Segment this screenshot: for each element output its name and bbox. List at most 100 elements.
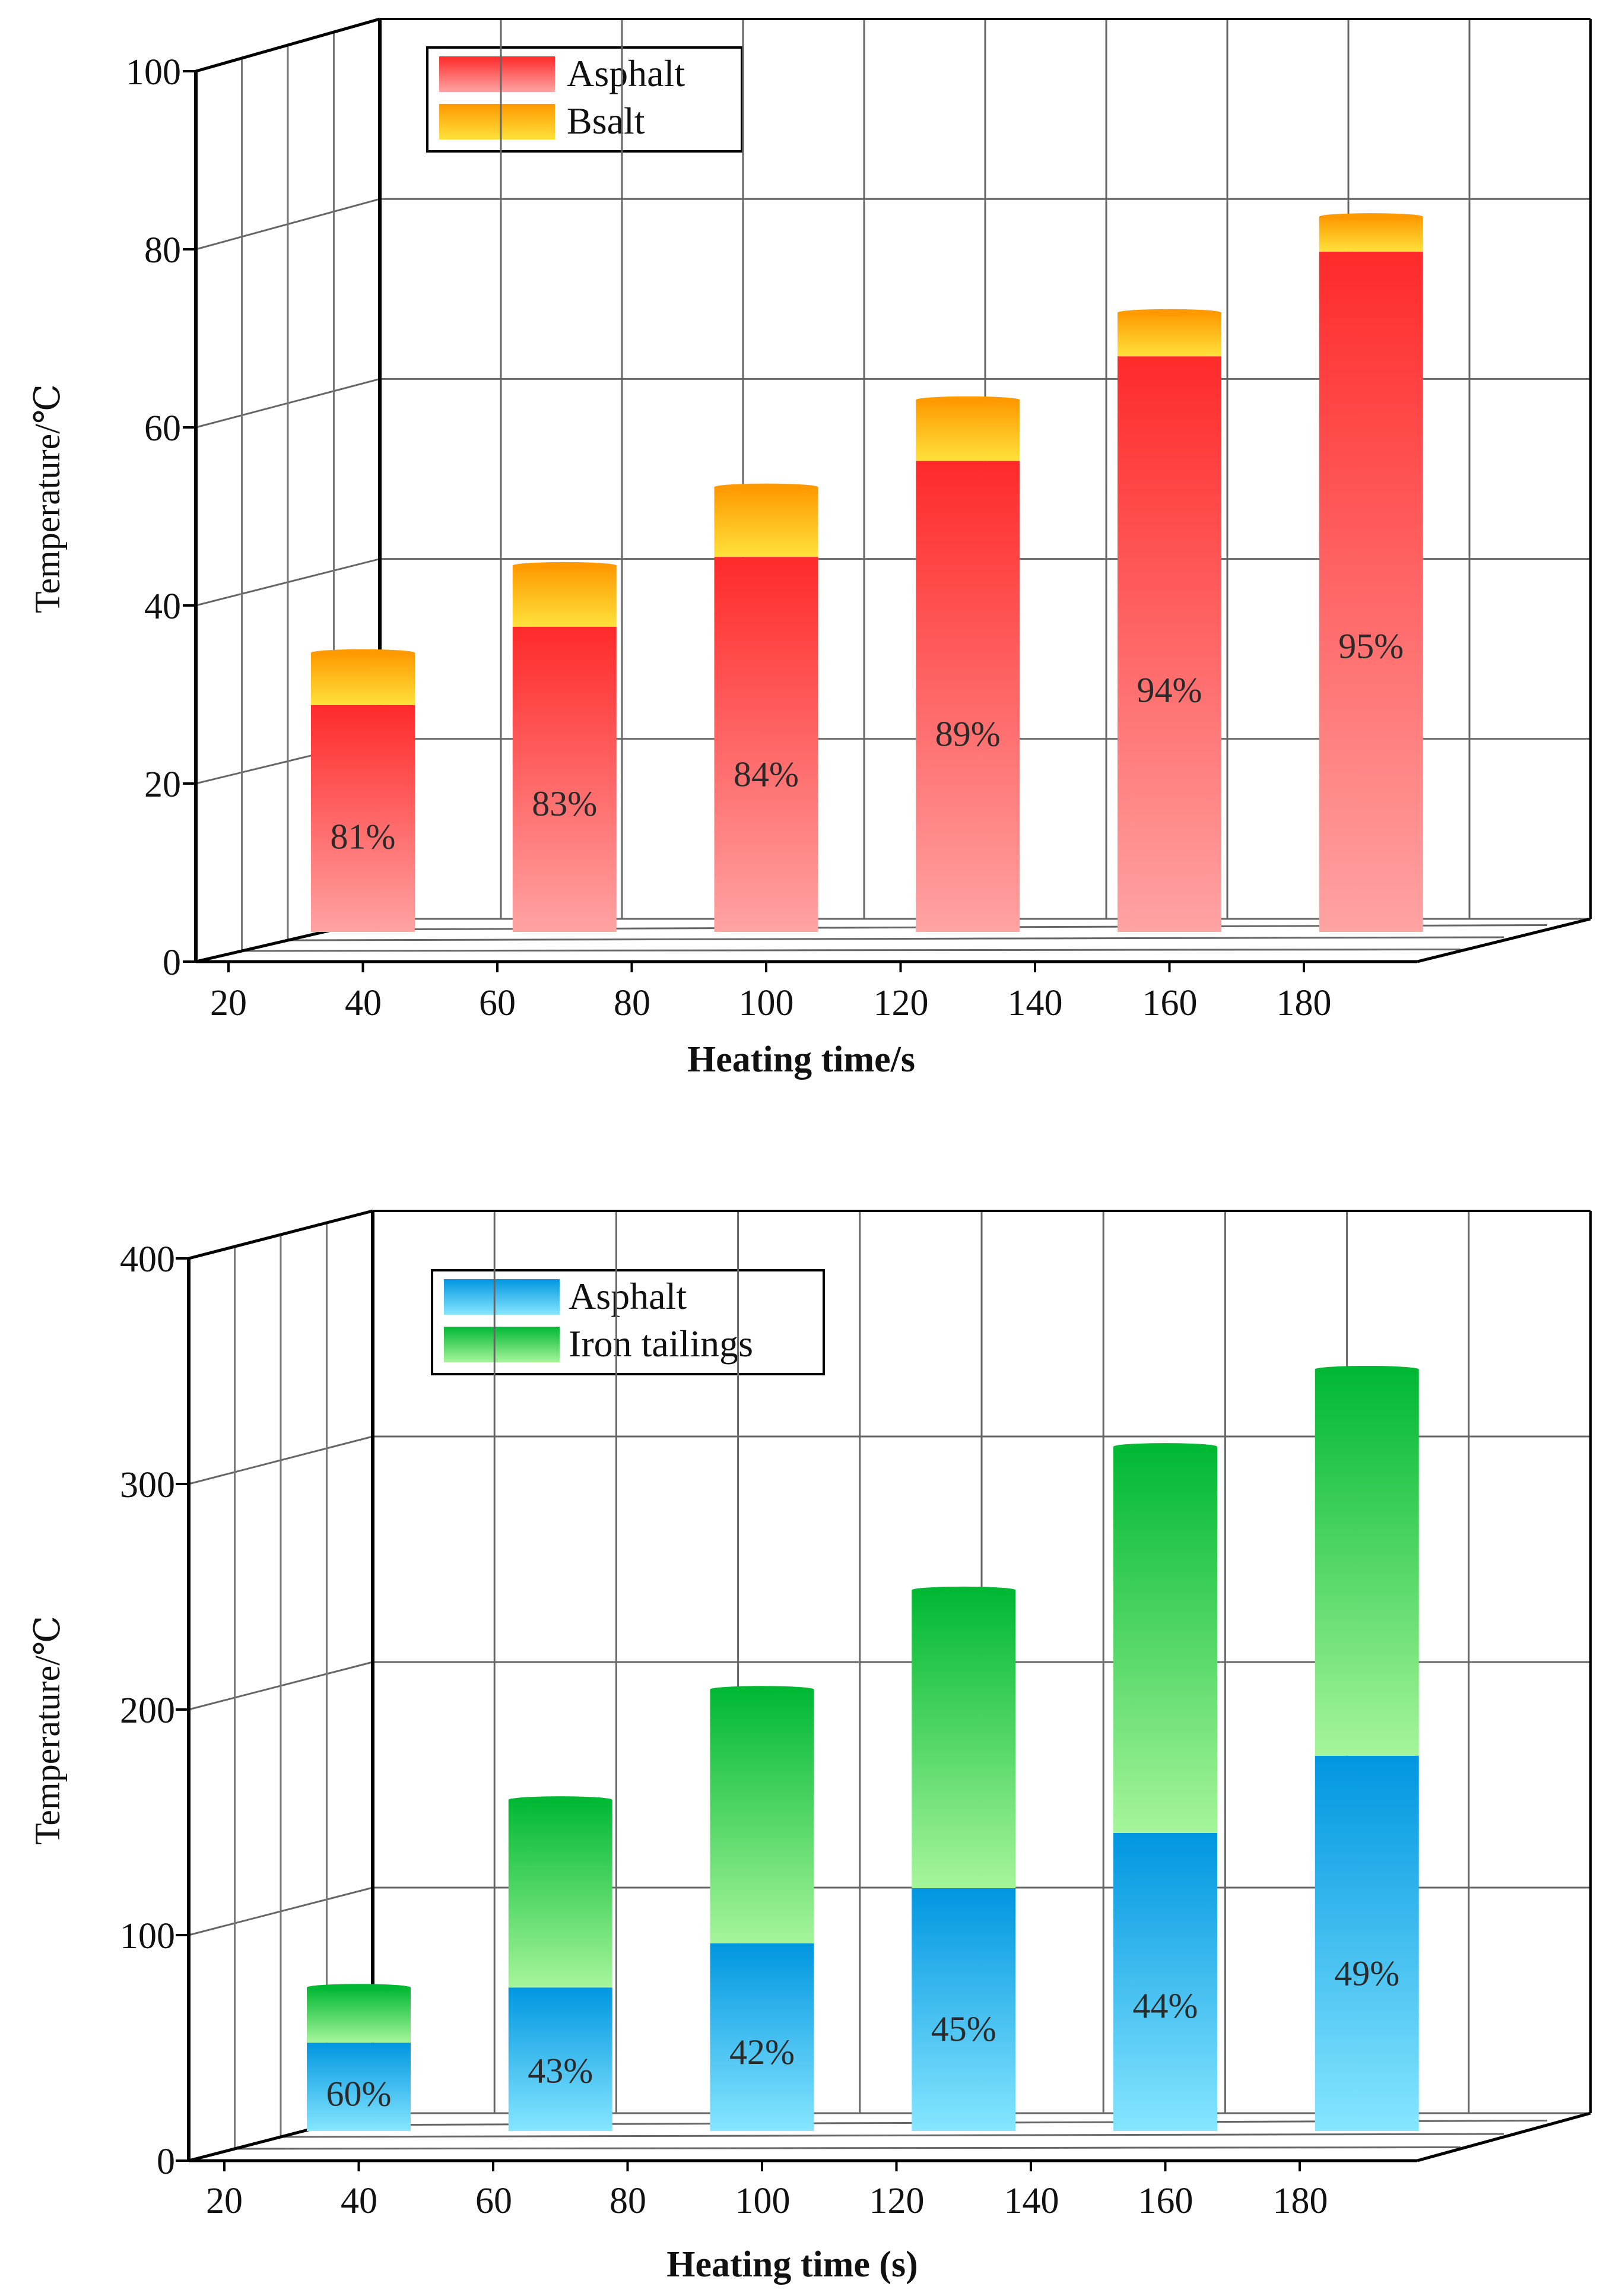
chart-1-bar-bsalt bbox=[311, 652, 415, 705]
chart-1-legend-swatch-bsalt bbox=[439, 104, 555, 139]
chart-1-bar-bsalt bbox=[512, 565, 617, 627]
chart-1-xtick: 180 bbox=[1277, 983, 1332, 1023]
chart-1-legend-label-asphalt: Asphalt bbox=[567, 52, 685, 94]
chart-2-xtick: 160 bbox=[1138, 2181, 1193, 2221]
chart-2-bar-label: 45% bbox=[931, 2009, 996, 2048]
chart-1-bar-label: 95% bbox=[1338, 627, 1404, 666]
chart-2-ytick: 200 bbox=[120, 1691, 175, 1731]
chart-1-legend-swatch-asphalt bbox=[439, 56, 555, 92]
chart-1-xtick: 80 bbox=[614, 983, 650, 1023]
chart-1-bar-bsalt bbox=[1319, 217, 1423, 252]
chart-1-ytick: 0 bbox=[163, 943, 181, 983]
chart-1-bar-bsalt bbox=[714, 487, 818, 557]
chart-2-bar-iron-tailings bbox=[710, 1689, 814, 1943]
chart-2-bar-label: 43% bbox=[528, 2051, 593, 2090]
chart-1-bar-asphalt bbox=[916, 461, 1020, 932]
chart-1-axis-edge bbox=[195, 17, 380, 73]
chart-2-bar-label: 42% bbox=[729, 2032, 795, 2072]
chart-1-ytick: 80 bbox=[144, 230, 181, 271]
chart-1-xtick: 120 bbox=[874, 983, 929, 1023]
chart-1-bar-label: 94% bbox=[1137, 671, 1202, 710]
chart-2-bar-cap bbox=[307, 1984, 411, 1991]
chart-1-ytick: 100 bbox=[126, 52, 181, 93]
chart-2-axis-edge bbox=[1417, 2111, 1591, 2162]
chart-2-bar-asphalt bbox=[1315, 1755, 1419, 2131]
chart-2: Temperature/℃ Heating time (s) 0 100 200… bbox=[28, 1239, 1328, 2285]
chart-2-ytick: 400 bbox=[120, 1239, 175, 1280]
chart-2-legend: Asphalt Iron tailings bbox=[431, 1269, 825, 1375]
chart-2-legend-swatch-asphalt bbox=[444, 1279, 560, 1315]
chart-2-ytick: 100 bbox=[120, 1916, 175, 1956]
chart-2-bar-iron-tailings bbox=[307, 1987, 411, 2043]
chart-2-bar-iron-tailings bbox=[912, 1590, 1016, 1888]
chart-2-bar-asphalt bbox=[912, 1888, 1016, 2131]
chart-2-xtick: 140 bbox=[1004, 2181, 1059, 2221]
chart-1-xtick: 160 bbox=[1142, 983, 1198, 1023]
chart-1-bar-asphalt bbox=[311, 705, 415, 932]
chart-2-xtick: 80 bbox=[609, 2181, 646, 2221]
chart-2-bars: 60% 43% 42% 45% 44% 49% bbox=[307, 1365, 1419, 2131]
chart-2-legend-swatch-iron-tailings bbox=[444, 1327, 560, 1362]
chart-1-ytick: 60 bbox=[144, 408, 181, 449]
chart-2-bar-label: 44% bbox=[1133, 1986, 1198, 2025]
chart-1-bar-cap bbox=[311, 649, 415, 657]
chart-2-ytick: 300 bbox=[120, 1465, 175, 1505]
chart-1-xtick: 40 bbox=[345, 983, 382, 1023]
chart-2-bar-asphalt bbox=[307, 2043, 411, 2131]
chart-1: Temperature/℃ Heating time/s 0 20 40 60 … bbox=[28, 46, 1332, 1080]
chart-2-xlabel: Heating time (s) bbox=[666, 2244, 918, 2285]
chart-2-bar-asphalt bbox=[508, 1987, 612, 2131]
chart-2-bar-label: 60% bbox=[326, 2075, 392, 2114]
chart-1-ytick: 20 bbox=[144, 765, 181, 805]
chart-2-bar-asphalt bbox=[1113, 1832, 1217, 2131]
chart-2-gridline bbox=[234, 2146, 1461, 2150]
chart-2-bar-cap bbox=[1113, 1443, 1217, 1451]
chart-2-xtick: 100 bbox=[735, 2181, 791, 2221]
chart-1-legend: Asphalt Bsalt bbox=[426, 46, 743, 153]
chart-1-xtick: 60 bbox=[479, 983, 516, 1023]
chart-2-bar-cap bbox=[508, 1796, 612, 1804]
chart-1-bar-cap bbox=[916, 396, 1020, 404]
chart-1-bar-asphalt bbox=[512, 626, 617, 932]
chart-1-bar-asphalt bbox=[714, 557, 818, 932]
chart-2-ytick: 0 bbox=[157, 2142, 175, 2182]
chart-1-xtick: 20 bbox=[210, 983, 247, 1023]
chart-1-bar-cap bbox=[714, 483, 818, 491]
chart-1-bar-cap bbox=[1319, 213, 1423, 221]
chart-1-bars: 81% 83% 84% 89% 94% 95% bbox=[311, 213, 1423, 933]
chart-1-xtick: 140 bbox=[1008, 983, 1063, 1023]
chart-1-xtick: 100 bbox=[739, 983, 794, 1023]
chart-1-bar-label: 89% bbox=[935, 715, 1001, 754]
chart-2-bar-label: 49% bbox=[1334, 1953, 1399, 1993]
chart-2-bar-iron-tailings bbox=[508, 1800, 612, 1988]
chart-2-axis-edge bbox=[188, 1209, 373, 1260]
chart-1-legend-label-bsalt: Bsalt bbox=[567, 100, 645, 142]
chart-1-axis-edge bbox=[1417, 917, 1591, 963]
chart-2-bar-cap bbox=[710, 1686, 814, 1694]
chart-1-bar-bsalt bbox=[1118, 312, 1221, 357]
chart-1-ylabel: Temperature/℃ bbox=[28, 384, 67, 613]
chart-1-gridline bbox=[287, 936, 1504, 941]
chart-2-xtick: 120 bbox=[869, 2181, 925, 2221]
chart-1-bar-cap bbox=[1118, 309, 1221, 316]
chart-2-bar-asphalt bbox=[710, 1943, 814, 2131]
chart-1-xlabel: Heating time/s bbox=[687, 1039, 915, 1080]
chart-1-gridline bbox=[242, 949, 1461, 952]
chart-2-legend-label-iron-tailings: Iron tailings bbox=[569, 1323, 753, 1365]
chart-2-xtick: 180 bbox=[1273, 2181, 1328, 2221]
chart-2-gridline bbox=[280, 2133, 1504, 2138]
chart-1-bar-label: 84% bbox=[734, 755, 799, 794]
chart-2-xtick: 20 bbox=[206, 2181, 243, 2221]
chart-2-bar-iron-tailings bbox=[1315, 1369, 1419, 1756]
chart-1-bar-asphalt bbox=[1118, 356, 1221, 932]
chart-2-bar-cap bbox=[912, 1586, 1016, 1594]
chart-2-ylabel: Temperature/℃ bbox=[28, 1616, 67, 1845]
chart-2-legend-label-asphalt: Asphalt bbox=[569, 1275, 687, 1317]
chart-2-bar-iron-tailings bbox=[1113, 1447, 1217, 1833]
chart-1-bar-cap bbox=[512, 562, 617, 569]
chart-1-bar-asphalt bbox=[1319, 251, 1423, 933]
chart-2-xtick: 60 bbox=[475, 2181, 512, 2221]
chart-1-bar-label: 81% bbox=[331, 817, 396, 857]
chart-1-ytick: 40 bbox=[144, 586, 181, 627]
